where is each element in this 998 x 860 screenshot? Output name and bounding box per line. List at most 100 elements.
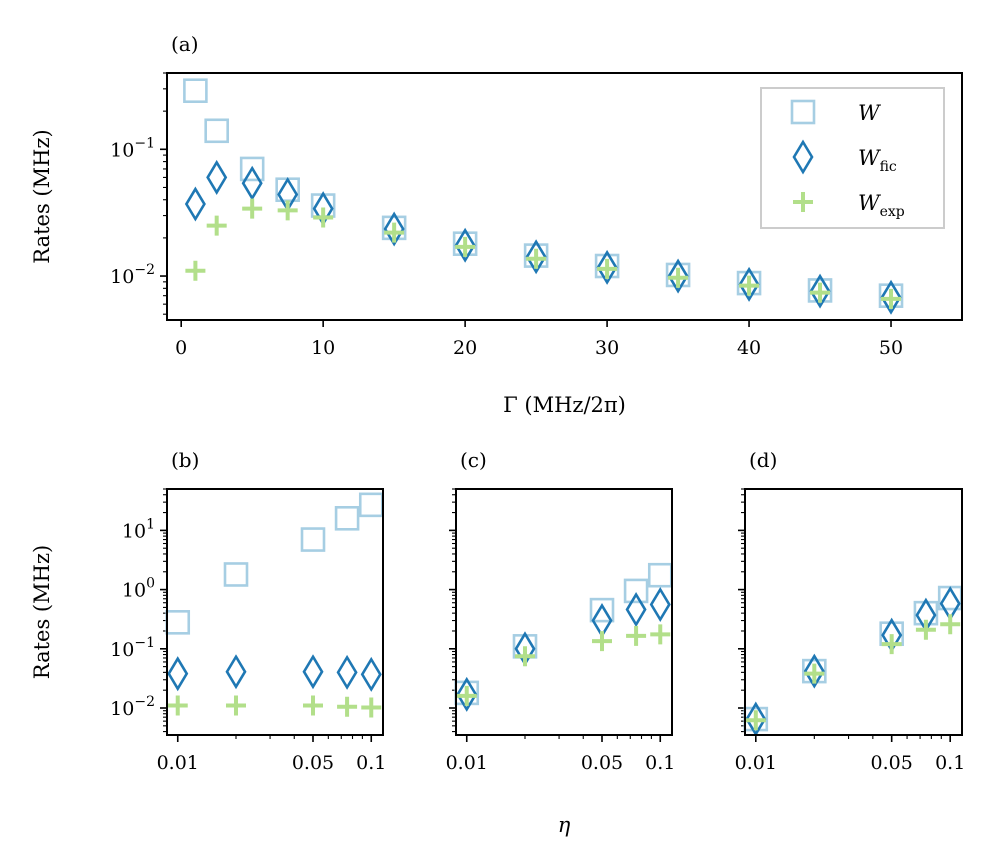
data-point-w-fic [336, 654, 358, 690]
x-tick-label: 0.05 [871, 752, 913, 774]
data-point-w-exp [881, 634, 902, 655]
data-point-w-fic [383, 211, 405, 247]
data-point-w-exp [881, 288, 902, 309]
data-point-w-fic [184, 186, 206, 222]
x-tick-label: 0.1 [645, 752, 675, 774]
axes-frame [744, 488, 963, 736]
data-point-w-fic [596, 249, 618, 285]
data-point-w-exp [597, 258, 618, 279]
data-point-w-exp [206, 215, 227, 236]
legend: W Wfic Wexp [760, 87, 945, 229]
x-tick-label: 0.1 [356, 752, 386, 774]
data-point-w-fic [939, 586, 961, 622]
data-point-w-exp [337, 696, 358, 717]
y-tick-label: 10−2 [110, 694, 155, 720]
data-point-w-exp [167, 695, 188, 716]
x-tick-label: 40 [737, 337, 761, 359]
data-point-w-exp [745, 710, 766, 731]
data-point-w [223, 562, 249, 587]
data-point-w [204, 118, 229, 144]
axes-frame [166, 72, 963, 321]
y-axis-label: Rates (MHz) [30, 129, 54, 263]
data-point-w-fic [525, 239, 547, 275]
data-point-w [334, 505, 360, 531]
data-point-w [183, 78, 208, 104]
x-tick-label: 10 [311, 337, 335, 359]
legend-marker-w [790, 99, 816, 125]
y-tick-label: 10−1 [110, 635, 155, 661]
data-point-w-exp [455, 236, 476, 257]
legend-label-w-exp: Wexp [858, 191, 905, 220]
x-tick-label: 0.01 [735, 752, 777, 774]
x-tick-label: 20 [453, 337, 477, 359]
panel-3: (d) 0.01 0.05 0.1 [735, 448, 966, 774]
data-point-w-fic [302, 654, 324, 690]
x-tick-label: 0.01 [446, 752, 488, 774]
panel-label: (d) [749, 448, 777, 472]
data-point-w-exp [456, 685, 477, 706]
x-tick-label: 0 [175, 337, 187, 359]
data-point-w-exp [303, 695, 324, 716]
data-point-w-exp [650, 624, 671, 645]
data-point-w [647, 562, 673, 588]
data-point-w-exp [804, 663, 825, 684]
y-tick-label: 10−1 [110, 135, 155, 161]
x-axis-label: η [558, 813, 571, 837]
x-tick-label: 0.05 [581, 752, 623, 774]
data-point-w-exp [626, 625, 647, 646]
data-point-w-fic [667, 258, 689, 294]
panel-label: (c) [460, 448, 487, 472]
data-point-w-fic [206, 159, 228, 195]
data-point-w [165, 610, 191, 635]
data-point-w-fic [625, 592, 647, 628]
data-point-w-exp [225, 695, 246, 716]
x-tick-label: 30 [595, 337, 619, 359]
data-point-w-exp [668, 267, 689, 288]
data-point-w-fic [241, 165, 263, 201]
data-point-w-exp [940, 614, 961, 635]
y-axis-label: Rates (MHz) [30, 545, 54, 679]
x-tick-label: 0.01 [157, 752, 199, 774]
data-point-w [300, 527, 326, 552]
data-point-w-exp [526, 248, 547, 269]
data-point-w-exp [185, 260, 206, 281]
legend-marker-w-fic [792, 139, 814, 175]
y-tick-label: 100 [122, 576, 155, 602]
data-point-w-exp [277, 200, 298, 221]
data-point-w-fic [167, 656, 189, 692]
data-point-w-exp [384, 222, 405, 243]
data-point-w-fic [360, 656, 382, 692]
y-tick-label: 101 [122, 516, 155, 542]
data-point-w-fic [649, 586, 671, 623]
data-point-w-fic [738, 266, 760, 302]
data-point-w-exp [592, 631, 613, 652]
data-point-w [589, 597, 615, 623]
panel-0: (a) 10−2 10−1 0 10 20 30 40 50 Γ (MHz/2π) Rates (M… [30, 32, 963, 417]
data-point-w [239, 156, 265, 182]
data-point-w-fic [225, 654, 247, 690]
data-point-w-fic [803, 653, 825, 689]
x-axis-label: Γ (MHz/2π) [503, 393, 626, 417]
axes-frame [166, 488, 384, 736]
data-point-w-fic [880, 279, 902, 315]
panel-1: (b) 10−2 10−1 100 101 0.01 0.05 0.1 Rates (MHz) [30, 448, 386, 774]
legend-label-w: W [858, 101, 882, 125]
y-tick-label: 10−2 [110, 262, 155, 288]
x-tick-label: 50 [879, 337, 903, 359]
legend-label-w-fic: Wfic [858, 146, 897, 175]
data-point-w [623, 578, 649, 604]
data-point-w-exp [313, 207, 334, 228]
x-tick-label: 0.1 [935, 752, 965, 774]
legend-marker-w-exp [793, 192, 813, 212]
data-point-w-exp [810, 282, 831, 303]
x-tick-label: 0.05 [292, 752, 334, 774]
data-point-w-exp [739, 275, 760, 296]
axes-frame [455, 488, 673, 736]
data-point-w-fic [456, 676, 478, 712]
panel-label: (b) [171, 448, 199, 472]
data-point-w-exp [514, 646, 535, 667]
legend-box [760, 87, 945, 229]
data-point-w-fic [454, 227, 476, 263]
data-point-w-exp [361, 697, 382, 718]
